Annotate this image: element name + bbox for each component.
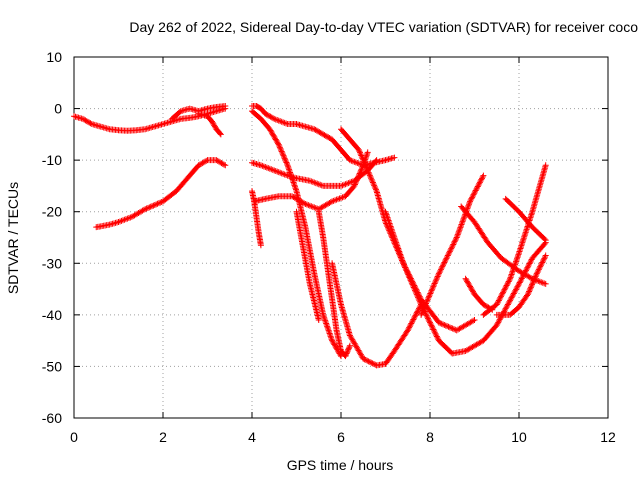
data-markers xyxy=(493,252,549,318)
x-tick-label: 12 xyxy=(600,429,616,445)
series-arc-2 xyxy=(168,102,229,122)
data-points xyxy=(71,102,549,369)
x-tick-label: 2 xyxy=(159,429,167,445)
series-arc-13 xyxy=(338,126,478,334)
data-markers xyxy=(251,149,371,213)
series-arc-8 xyxy=(251,149,371,213)
data-markers xyxy=(71,105,229,134)
y-tick-label: -20 xyxy=(42,204,62,220)
series-arc-10 xyxy=(293,208,322,324)
series-arc-9 xyxy=(249,108,344,360)
series-arc-17 xyxy=(462,275,496,313)
data-markers xyxy=(249,108,344,360)
data-markers xyxy=(168,102,229,122)
data-markers xyxy=(195,110,224,138)
series-arc-1 xyxy=(71,105,229,134)
series-arc-3 xyxy=(195,110,224,138)
data-markers xyxy=(93,157,229,231)
chart-title: Day 262 of 2022, Sidereal Day-to-day VTE… xyxy=(129,19,638,35)
series-arc-20 xyxy=(493,252,549,318)
data-markers xyxy=(418,172,487,318)
x-tick-label: 4 xyxy=(248,429,256,445)
series-arc-4 xyxy=(93,157,229,231)
data-markers xyxy=(329,260,425,369)
y-axis-label: SDTVAR / TECUs xyxy=(5,182,21,294)
axis-ticks: 0 2 4 6 8 10 12 10 0 -10 -20 -30 -40 -50 -60 xyxy=(42,49,616,445)
x-tick-label: 6 xyxy=(337,429,345,445)
series-arc-19 xyxy=(502,195,549,244)
series-arc-12 xyxy=(329,260,425,369)
data-markers xyxy=(293,208,322,324)
series-arc-11 xyxy=(315,208,353,360)
y-tick-label: 10 xyxy=(46,49,62,65)
y-tick-label: -10 xyxy=(42,152,62,168)
series-arc-15 xyxy=(418,172,487,318)
x-tick-label: 10 xyxy=(511,429,527,445)
y-tick-label: -30 xyxy=(42,255,62,271)
x-tick-label: 8 xyxy=(426,429,434,445)
data-markers xyxy=(315,208,353,360)
x-tick-label: 0 xyxy=(70,429,78,445)
y-tick-label: -60 xyxy=(42,410,62,426)
x-axis-label: GPS time / hours xyxy=(287,457,394,473)
data-markers xyxy=(462,275,496,313)
y-tick-label: -40 xyxy=(42,307,62,323)
y-tick-label: -50 xyxy=(42,358,62,374)
y-tick-label: 0 xyxy=(54,101,62,117)
data-markers xyxy=(338,126,478,334)
series-arc-18 xyxy=(480,162,549,318)
data-markers xyxy=(480,162,549,318)
grid-lines xyxy=(74,57,608,418)
data-markers xyxy=(502,195,549,244)
